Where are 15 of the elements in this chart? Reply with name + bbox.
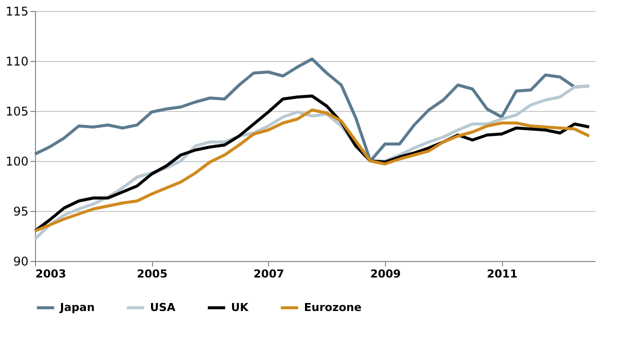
y-tick-label: 115 (6, 4, 28, 18)
y-tick-label: 110 (6, 54, 28, 68)
y-tick-label: 95 (13, 204, 28, 218)
x-tick-label: 2009 (370, 268, 401, 280)
legend-label: Eurozone (304, 300, 362, 314)
x-tick-label: 2005 (136, 268, 168, 280)
x-tick-label: 2011 (486, 268, 518, 280)
y-tick-label: 100 (6, 154, 28, 168)
legend-label: USA (150, 300, 176, 314)
x-tick-label: 2007 (254, 268, 284, 280)
x-tick-label: 2003 (36, 268, 66, 280)
legend-label: Japan (59, 300, 95, 314)
y-tick-label: 90 (13, 254, 28, 268)
legend-label: UK (231, 300, 249, 314)
y-tick-label: 105 (6, 104, 28, 118)
